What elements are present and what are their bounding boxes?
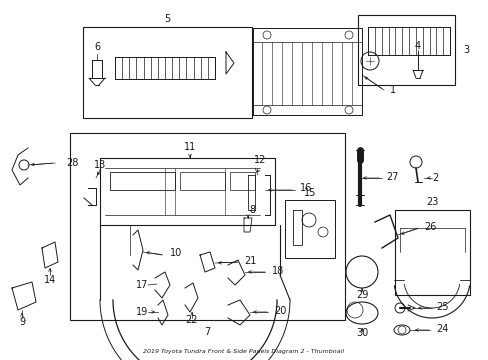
Text: 9: 9 xyxy=(19,317,25,327)
Text: 20: 20 xyxy=(273,306,286,316)
Bar xyxy=(285,200,334,258)
Text: 8: 8 xyxy=(248,205,255,215)
Text: 13: 13 xyxy=(94,160,106,170)
Text: 29: 29 xyxy=(355,290,367,300)
Bar xyxy=(229,172,254,190)
Text: 22: 22 xyxy=(185,315,198,325)
Text: 27: 27 xyxy=(385,172,398,182)
Text: 5: 5 xyxy=(163,14,170,24)
Text: 26: 26 xyxy=(423,222,435,232)
Text: 21: 21 xyxy=(244,256,256,266)
Text: 7: 7 xyxy=(203,327,210,337)
Text: 4: 4 xyxy=(414,41,420,51)
Text: 17: 17 xyxy=(135,280,148,290)
Text: 14: 14 xyxy=(44,275,56,285)
Bar xyxy=(110,172,175,190)
Text: 2019 Toyota Tundra Front & Side Panels Diagram 2 - Thumbnail: 2019 Toyota Tundra Front & Side Panels D… xyxy=(143,350,344,355)
Text: 6: 6 xyxy=(94,42,100,52)
Bar xyxy=(180,172,224,190)
Text: 3: 3 xyxy=(462,45,468,55)
Text: 16: 16 xyxy=(299,183,312,193)
Bar xyxy=(357,15,454,85)
Text: 10: 10 xyxy=(170,248,182,258)
Text: 1: 1 xyxy=(389,85,395,95)
Text: 2: 2 xyxy=(431,173,437,183)
Text: 15: 15 xyxy=(303,188,316,198)
Bar xyxy=(394,210,469,295)
Text: 18: 18 xyxy=(271,266,284,276)
Text: 25: 25 xyxy=(435,302,447,312)
Text: 11: 11 xyxy=(183,142,196,152)
Text: 23: 23 xyxy=(425,197,437,207)
Text: 28: 28 xyxy=(66,158,78,168)
Text: 19: 19 xyxy=(136,307,148,317)
Bar xyxy=(83,27,251,118)
Bar xyxy=(70,133,345,320)
Text: 12: 12 xyxy=(253,155,265,165)
Text: 30: 30 xyxy=(355,328,367,338)
Text: 24: 24 xyxy=(435,324,447,334)
